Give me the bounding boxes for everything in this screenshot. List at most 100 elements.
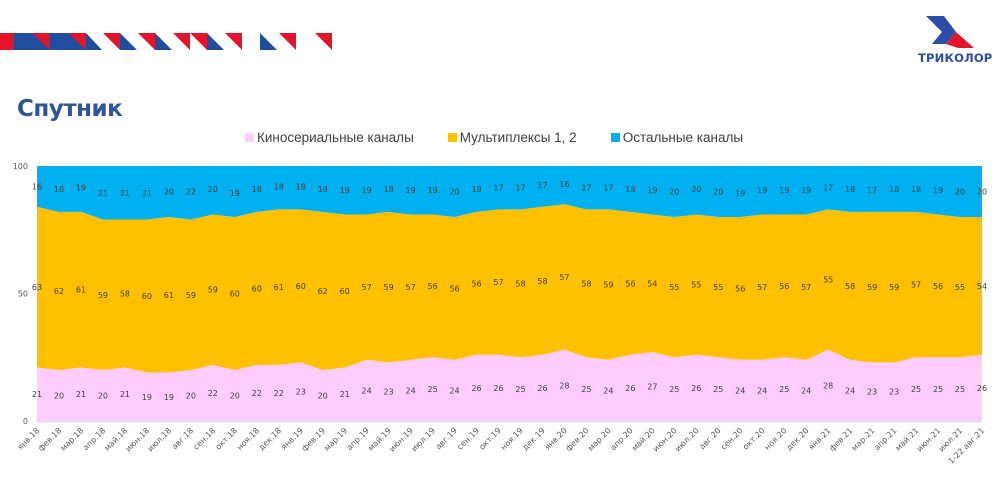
data-label: 26	[471, 384, 481, 393]
data-label: 25	[955, 385, 965, 394]
data-label: 20	[54, 392, 64, 401]
data-label: 23	[384, 388, 394, 397]
data-label: 17	[603, 184, 613, 193]
x-tick-label: ноя.18	[235, 426, 261, 452]
data-label: 17	[493, 184, 503, 193]
data-label: 23	[889, 388, 899, 397]
data-label: 59	[889, 283, 899, 292]
x-tick-label: фев.19	[300, 426, 327, 453]
data-label: 18	[252, 185, 262, 194]
area-series-0	[37, 349, 982, 421]
data-label: 27	[647, 383, 657, 392]
data-label: 24	[406, 386, 416, 395]
data-label: 56	[471, 279, 481, 288]
data-label: 60	[142, 292, 152, 301]
legend-label: Мультиплексы 1, 2	[459, 130, 577, 145]
data-label: 22	[274, 389, 284, 398]
x-tick-label: ноя.20	[763, 426, 789, 452]
x-tick-label: мар.18	[59, 426, 86, 453]
data-label: 18	[625, 185, 635, 194]
chart-legend: Киносериальные каналы Мультиплексы 1, 2 …	[245, 130, 743, 145]
data-label: 17	[581, 184, 591, 193]
data-label: 26	[691, 384, 701, 393]
data-label: 57	[801, 283, 811, 292]
x-tick-label: сен.19	[455, 426, 481, 452]
x-tick-label: мар.21	[850, 426, 877, 453]
data-label: 59	[208, 286, 218, 295]
data-label: 19	[340, 186, 350, 195]
x-tick-label: июл.20	[673, 426, 700, 453]
area-series-2	[37, 166, 982, 220]
legend-label: Киносериальные каналы	[257, 130, 414, 145]
data-label: 20	[955, 188, 965, 197]
data-label: 21	[120, 390, 130, 399]
x-tick-label: авг.20	[698, 426, 723, 451]
data-label: 18	[274, 182, 284, 191]
data-label: 24	[757, 386, 767, 395]
data-label: 24	[735, 386, 745, 395]
data-label: 19	[647, 186, 657, 195]
data-label: 25	[581, 385, 591, 394]
data-label: 55	[713, 283, 723, 292]
data-label: 20	[318, 392, 328, 401]
data-label: 58	[515, 279, 525, 288]
data-label: 24	[801, 386, 811, 395]
data-label: 63	[32, 283, 42, 292]
data-label: 60	[252, 284, 262, 293]
data-label: 28	[559, 381, 569, 390]
data-label: 60	[340, 287, 350, 296]
y-tick-label: 0	[23, 417, 28, 426]
data-label: 18	[318, 185, 328, 194]
data-label: 55	[955, 283, 965, 292]
data-label: 24	[362, 386, 372, 395]
data-label: 23	[867, 388, 877, 397]
data-label: 59	[603, 281, 613, 290]
data-label: 20	[691, 185, 701, 194]
data-label: 20	[186, 392, 196, 401]
data-label: 19	[735, 189, 745, 198]
data-label: 57	[559, 273, 569, 282]
data-label: 26	[537, 384, 547, 393]
data-label: 26	[493, 384, 503, 393]
data-label: 17	[867, 186, 877, 195]
data-label: 16	[559, 180, 569, 189]
data-label: 54	[977, 282, 987, 291]
x-tick-label: окт.20	[741, 426, 767, 452]
data-label: 26	[625, 384, 635, 393]
x-tick-label: фев.21	[828, 426, 855, 453]
data-label: 24	[449, 386, 459, 395]
data-label: 20	[230, 392, 240, 401]
data-label: 20	[669, 188, 679, 197]
data-label: 17	[537, 181, 547, 190]
data-label: 25	[669, 385, 679, 394]
data-label: 18	[296, 182, 306, 191]
data-label: 20	[977, 188, 987, 197]
legend-swatch-series-2	[610, 133, 620, 142]
x-tick-label: окт.19	[477, 426, 503, 452]
data-label: 56	[449, 284, 459, 293]
y-tick-label: 100	[13, 162, 28, 171]
legend-item: Остальные каналы	[610, 130, 743, 145]
data-label: 57	[911, 281, 921, 290]
legend-swatch-series-0	[245, 133, 254, 142]
x-tick-label: фев.20	[564, 426, 591, 453]
data-label: 19	[427, 186, 437, 195]
data-label: 22	[208, 389, 218, 398]
x-tick-label: мар.20	[586, 426, 613, 453]
data-label: 24	[845, 386, 855, 395]
data-label: 22	[186, 188, 196, 197]
data-label: 58	[120, 290, 130, 299]
data-label: 19	[406, 186, 416, 195]
data-label: 60	[230, 290, 240, 299]
data-label: 25	[779, 385, 789, 394]
data-label: 19	[933, 186, 943, 195]
data-label: 18	[845, 185, 855, 194]
data-label: 21	[120, 189, 130, 198]
data-label: 56	[427, 282, 437, 291]
x-tick-label: авг.19	[434, 426, 459, 451]
brand-name: ТРИКОЛОР	[918, 51, 993, 65]
x-tick-label: сен.20	[719, 426, 745, 452]
data-label: 18	[889, 185, 899, 194]
data-label: 17	[515, 184, 525, 193]
x-tick-label: сен.18	[192, 426, 218, 452]
